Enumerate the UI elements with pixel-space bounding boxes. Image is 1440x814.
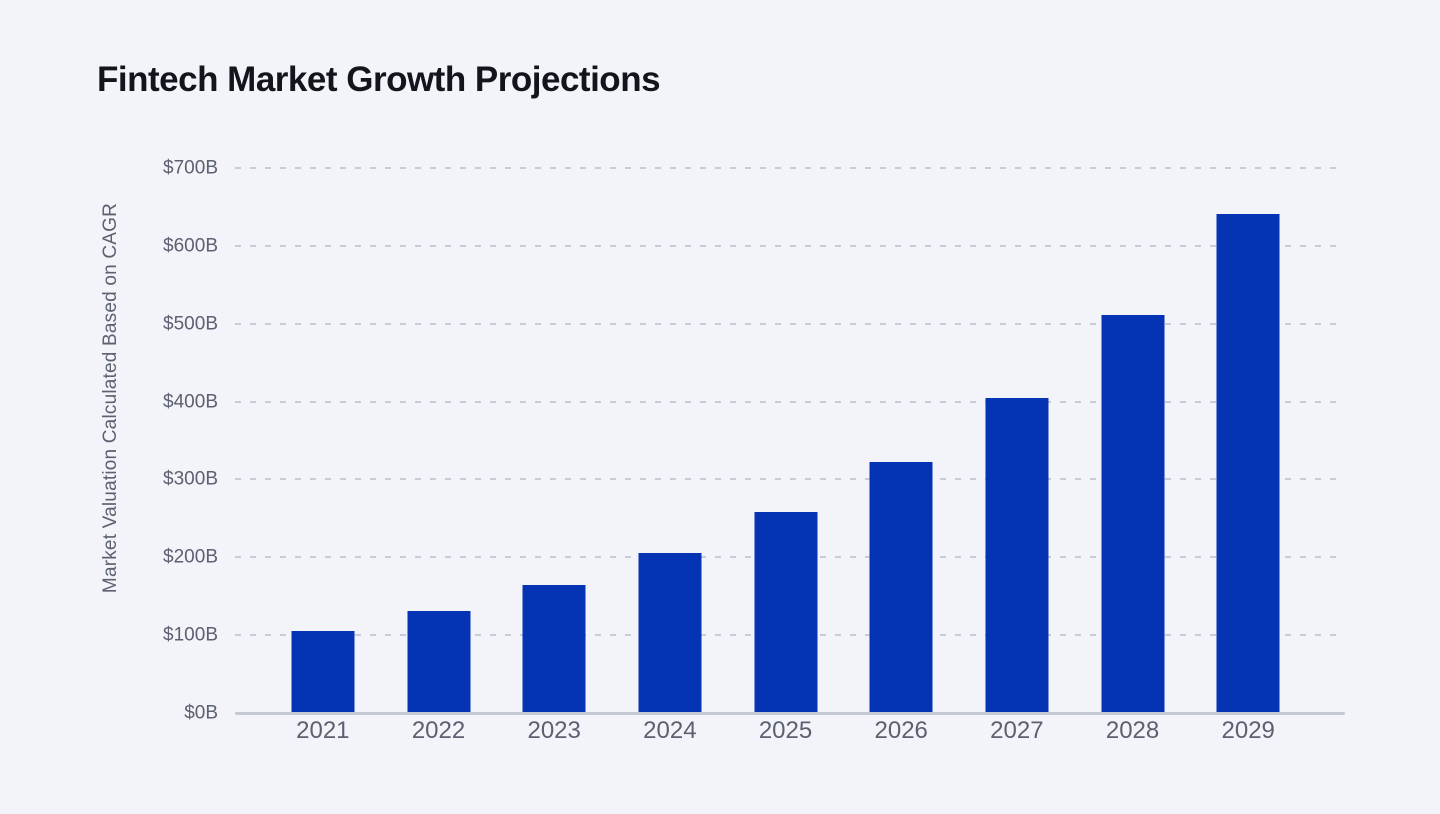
gridline-400 [235, 400, 1345, 403]
y-tick-label: $500B [163, 313, 218, 335]
x-tick-label-2024: 2024 [643, 717, 697, 744]
x-tick-label-2022: 2022 [411, 717, 466, 744]
plot-area [235, 167, 1345, 715]
x-tick-label-2027: 2027 [990, 717, 1044, 744]
bar-band-2025 [728, 168, 844, 713]
bar-band-2023 [496, 168, 612, 713]
bar-band-2029 [1190, 168, 1306, 713]
y-tick-label: $0B [184, 702, 218, 724]
y-axis-tick-labels: $0B $100B $200B $300B $400B $500B $600B $700B [100, 159, 218, 723]
y-tick-label: $300B [163, 468, 218, 490]
bar-2022[interactable] [407, 611, 470, 713]
bar-2024[interactable] [638, 553, 702, 713]
gridline-600 [235, 244, 1345, 247]
bar-band-2021 [265, 168, 381, 713]
bar-2027[interactable] [985, 398, 1049, 713]
bar-2026[interactable] [869, 462, 933, 713]
y-tick-label: $400B [163, 391, 218, 413]
gridline-700 [235, 167, 1345, 169]
chart-title: Fintech Market Growth Projections [97, 60, 661, 99]
bar-band-2028 [1075, 168, 1191, 713]
y-tick-label: $200B [163, 546, 218, 568]
x-tick-label-2028: 2028 [1105, 717, 1160, 744]
bar-2028[interactable] [1101, 315, 1165, 713]
bars-container [265, 168, 1306, 713]
bar-band-2022 [381, 168, 497, 713]
gridline-500 [235, 322, 1345, 325]
x-axis-tick-labels: 2021 2022 2023 2024 2025 2026 2027 2028 2029 [265, 717, 1306, 746]
x-tick-label-2026: 2026 [874, 717, 928, 744]
y-tick-label: $600B [163, 235, 218, 257]
bar-2025[interactable] [754, 512, 818, 713]
x-tick-label-2021: 2021 [296, 717, 350, 744]
x-tick-label-2023: 2023 [527, 717, 581, 744]
bar-2023[interactable] [522, 584, 586, 713]
gridline-300 [235, 478, 1345, 481]
x-tick-label-2025: 2025 [758, 717, 813, 744]
bar-2021[interactable] [291, 631, 355, 713]
bar-2029[interactable] [1216, 213, 1280, 713]
x-tick-label-2029: 2029 [1221, 717, 1275, 744]
y-tick-label: $100B [163, 624, 218, 646]
bar-band-2027 [959, 168, 1075, 713]
bar-band-2026 [843, 168, 959, 713]
y-tick-label: $700B [163, 157, 218, 179]
bar-band-2024 [612, 168, 728, 713]
x-axis-baseline [235, 712, 1345, 715]
